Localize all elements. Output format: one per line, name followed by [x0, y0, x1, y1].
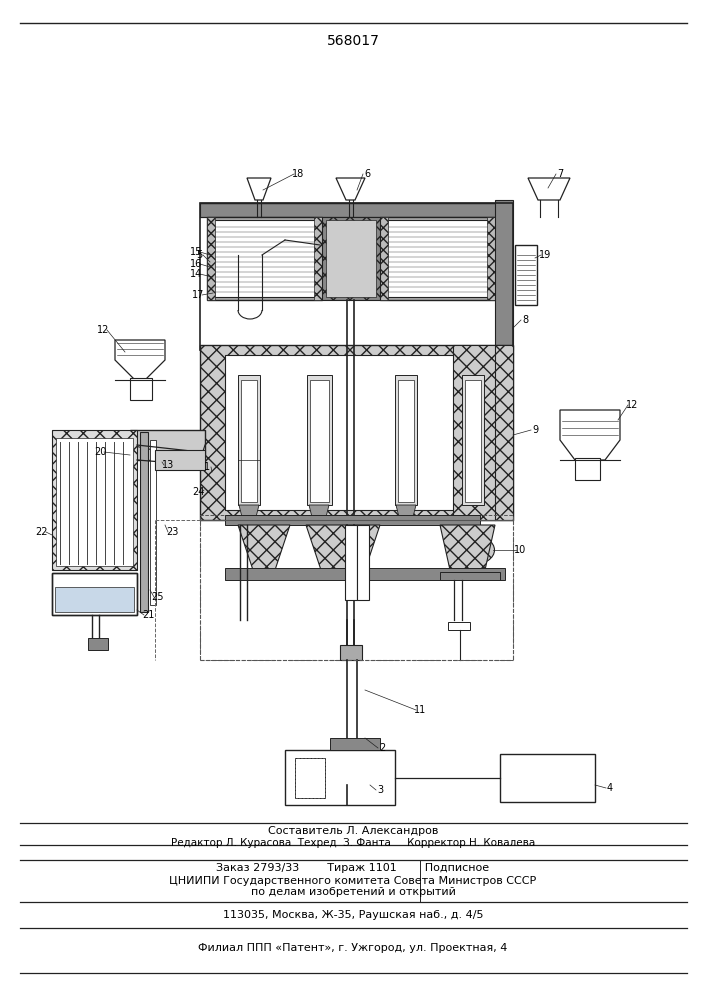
Bar [575, 458, 600, 480]
Bar [207, 217, 215, 300]
Bar [465, 380, 481, 502]
Bar [200, 203, 510, 217]
Bar [130, 378, 152, 400]
Bar [357, 525, 369, 600]
Bar [448, 622, 470, 630]
Text: 14: 14 [190, 269, 202, 279]
Polygon shape [247, 178, 271, 200]
Bar [211, 220, 318, 297]
Text: 13: 13 [162, 460, 174, 470]
Bar [200, 203, 513, 350]
Text: 21: 21 [142, 610, 154, 620]
Text: 18: 18 [292, 169, 304, 179]
Bar [56, 438, 133, 566]
Text: Составитель Л. Александров: Составитель Л. Александров [268, 826, 438, 836]
Text: 15: 15 [189, 247, 202, 257]
Bar [52, 573, 137, 615]
Text: по делам изобретений и открытий: по делам изобретений и открытий [250, 887, 455, 897]
Bar [462, 375, 484, 505]
Polygon shape [560, 410, 620, 460]
Text: 6: 6 [364, 169, 370, 179]
Bar [380, 217, 388, 300]
Bar [241, 380, 257, 502]
Bar [130, 430, 205, 460]
Polygon shape [306, 525, 380, 570]
Bar [500, 754, 595, 802]
Text: 7: 7 [557, 169, 563, 179]
Bar [340, 755, 365, 770]
Text: 17: 17 [192, 290, 204, 300]
Text: 23: 23 [166, 527, 178, 537]
Bar [487, 217, 495, 300]
Bar [398, 380, 414, 502]
Polygon shape [238, 525, 290, 570]
Text: Редактор Л. Курасова  Техред  З. Фанта     Корректор Н. Ковалева: Редактор Л. Курасова Техред З. Фанта Кор… [171, 838, 535, 848]
Bar [340, 645, 362, 660]
Bar [55, 587, 134, 612]
Bar [307, 375, 332, 505]
Polygon shape [528, 178, 570, 200]
Text: 9: 9 [532, 425, 538, 435]
Bar [55, 587, 134, 612]
Bar [322, 217, 380, 300]
Bar [440, 572, 500, 580]
Bar [207, 217, 322, 300]
Polygon shape [239, 505, 259, 517]
Bar [295, 758, 325, 798]
Bar [384, 220, 491, 297]
Bar [314, 217, 322, 300]
Bar [88, 638, 108, 650]
Text: 568017: 568017 [327, 34, 380, 48]
Polygon shape [440, 525, 495, 570]
Text: 22: 22 [36, 527, 48, 537]
Bar [310, 380, 329, 502]
Bar [326, 220, 376, 297]
Text: 16: 16 [190, 259, 202, 269]
Text: 5: 5 [196, 250, 202, 260]
Text: Филиал ППП «Патент», г. Ужгород, ул. Проектная, 4: Филиал ППП «Патент», г. Ужгород, ул. Про… [198, 943, 508, 953]
Text: 12: 12 [626, 400, 638, 410]
Bar [225, 568, 505, 580]
Bar [285, 750, 395, 805]
Bar [395, 375, 417, 505]
Text: Заказ 2793/33        Тираж 1101        Подписное: Заказ 2793/33 Тираж 1101 Подписное [216, 863, 489, 873]
Ellipse shape [450, 535, 494, 565]
Bar [515, 245, 537, 305]
Text: 3: 3 [377, 785, 383, 795]
Bar [345, 525, 357, 600]
Text: 2: 2 [379, 743, 385, 753]
Bar [200, 345, 513, 520]
Text: 11: 11 [414, 705, 426, 715]
Text: 4: 4 [607, 783, 613, 793]
Text: 24: 24 [192, 487, 204, 497]
Bar [238, 375, 260, 505]
Bar [330, 738, 380, 750]
Bar [495, 200, 513, 350]
Bar [453, 345, 513, 520]
Bar [52, 573, 137, 615]
Bar [380, 217, 495, 300]
Text: 10: 10 [514, 545, 526, 555]
Bar [140, 432, 148, 612]
Polygon shape [336, 178, 365, 200]
Polygon shape [396, 505, 416, 517]
Text: 12: 12 [97, 325, 109, 335]
Polygon shape [309, 505, 329, 517]
Text: 113035, Москва, Ж-35, Раушская наб., д. 4/5: 113035, Москва, Ж-35, Раушская наб., д. … [223, 910, 484, 920]
Text: 20: 20 [94, 447, 106, 457]
Bar [295, 758, 325, 798]
Text: 8: 8 [522, 315, 528, 325]
Bar [155, 450, 205, 470]
Text: ЦНИИПИ Государственного комитета Совета Министров СССР: ЦНИИПИ Государственного комитета Совета … [170, 876, 537, 886]
Bar [200, 515, 513, 660]
Bar [52, 430, 137, 570]
Polygon shape [115, 340, 165, 380]
Text: 19: 19 [539, 250, 551, 260]
Bar [150, 440, 156, 605]
Text: 1: 1 [204, 462, 210, 472]
Bar [225, 355, 480, 510]
Bar [225, 515, 480, 525]
Text: 25: 25 [152, 592, 164, 602]
